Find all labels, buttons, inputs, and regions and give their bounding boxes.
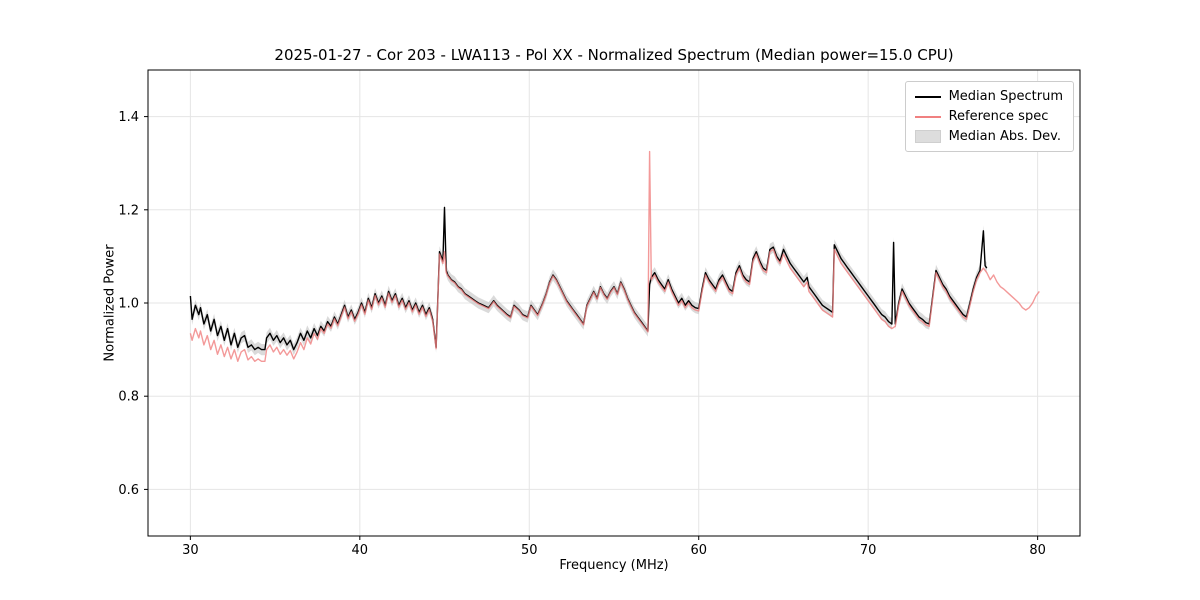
legend-item-median-abs-dev: Median Abs. Dev.: [914, 129, 1063, 144]
median-spectrum-line: [189, 206, 988, 351]
median-line-swatch: [914, 95, 941, 98]
reference-spec-line: [189, 150, 1040, 362]
legend: Median Spectrum Reference spec Median Ab…: [904, 81, 1074, 152]
x-tick-label: 80: [1029, 543, 1046, 558]
x-tick-label: 30: [182, 543, 199, 558]
y-tick-label: 0.6: [118, 483, 139, 498]
y-tick-label: 1.2: [118, 203, 139, 218]
y-tick-label: 1.0: [118, 297, 139, 312]
x-tick-label: 40: [352, 543, 369, 558]
reference-line-swatch: [914, 115, 941, 118]
x-tick-label: 70: [860, 543, 877, 558]
chart-title: 2025-01-27 - Cor 203 - LWA113 - Pol XX -…: [274, 46, 954, 64]
x-tick-label: 60: [690, 543, 707, 558]
y-tick-label: 0.8: [118, 390, 139, 405]
x-tick-label: 50: [521, 543, 538, 558]
y-tick-label: 1.4: [118, 110, 139, 125]
legend-item-median-spectrum: Median Spectrum: [914, 89, 1063, 104]
mad-band: [190, 201, 987, 356]
legend-item-reference-spec: Reference spec: [914, 109, 1063, 124]
mad-patch-swatch: [914, 130, 941, 143]
y-axis-label: Normalized Power: [102, 244, 118, 362]
legend-label-reference-spec: Reference spec: [948, 109, 1049, 124]
legend-label-median-abs-dev: Median Abs. Dev.: [948, 129, 1062, 144]
legend-label-median-spectrum: Median Spectrum: [948, 89, 1063, 104]
x-axis-label: Frequency (MHz): [559, 558, 669, 573]
